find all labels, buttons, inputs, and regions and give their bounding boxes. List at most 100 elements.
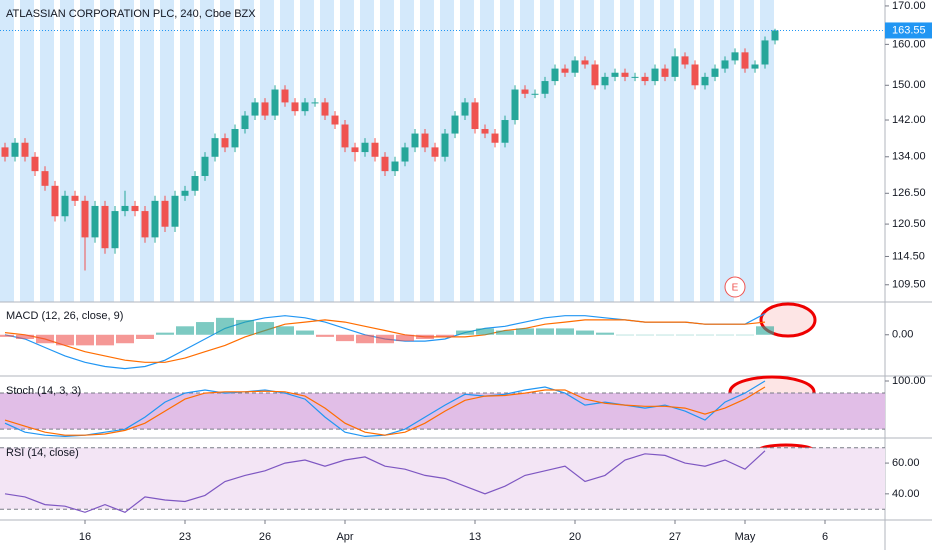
candle-body bbox=[141, 211, 149, 238]
candle-body bbox=[161, 200, 169, 227]
stripe bbox=[160, 0, 174, 302]
histogram-bar bbox=[296, 330, 314, 335]
histogram-bar bbox=[576, 330, 594, 335]
candle-body bbox=[681, 56, 689, 65]
candle-body bbox=[351, 147, 359, 153]
stripe bbox=[140, 0, 154, 302]
band-fill bbox=[0, 393, 885, 430]
stripe bbox=[80, 0, 94, 302]
histogram-bar bbox=[536, 328, 554, 335]
candle-body bbox=[251, 102, 259, 116]
candle-body bbox=[691, 64, 699, 86]
candle-body bbox=[41, 171, 49, 186]
candle-body bbox=[261, 102, 269, 116]
stripe bbox=[280, 0, 294, 302]
candle-body bbox=[91, 205, 99, 238]
candle-body bbox=[451, 115, 459, 134]
y-tick-label: 170.00 bbox=[892, 0, 926, 12]
candle-body bbox=[341, 124, 349, 148]
y-tick-label: 40.00 bbox=[892, 488, 920, 500]
candle-body bbox=[641, 76, 649, 82]
stripe bbox=[460, 0, 474, 302]
annotation-ellipse bbox=[759, 302, 817, 338]
stripe bbox=[740, 0, 754, 302]
histogram-bar bbox=[396, 334, 414, 342]
stripe bbox=[40, 0, 54, 302]
candle-body bbox=[481, 129, 489, 134]
candle-body bbox=[571, 60, 579, 73]
y-tick-label: 120.50 bbox=[892, 218, 926, 230]
stripe bbox=[600, 0, 614, 302]
histogram-bar bbox=[496, 330, 514, 335]
candle-body bbox=[331, 115, 339, 125]
candle-body bbox=[301, 102, 309, 112]
histogram-bar bbox=[276, 326, 294, 335]
candle-body bbox=[281, 89, 289, 103]
candle-body bbox=[231, 129, 239, 148]
histogram-bar bbox=[356, 334, 374, 344]
stripe bbox=[560, 0, 574, 302]
candle-body bbox=[61, 195, 69, 217]
y-tick-label: 0.00 bbox=[892, 329, 913, 341]
candle-body bbox=[431, 147, 439, 157]
histogram-bar bbox=[616, 334, 634, 336]
y-tick-label: 60.00 bbox=[892, 457, 920, 469]
histogram-bar bbox=[16, 334, 34, 339]
histogram-bar bbox=[736, 334, 754, 336]
candle-body bbox=[131, 205, 139, 212]
stripe bbox=[200, 0, 214, 302]
indicator-line bbox=[4, 450, 766, 513]
candle-body bbox=[271, 89, 279, 116]
histogram-bar bbox=[256, 322, 274, 335]
x-tick-label: 26 bbox=[259, 531, 271, 543]
stripe bbox=[240, 0, 254, 302]
candle-body bbox=[221, 138, 229, 148]
candle-body bbox=[501, 120, 509, 143]
histogram-bar bbox=[156, 332, 174, 335]
y-tick-label: 142.00 bbox=[892, 114, 926, 126]
candle-body bbox=[171, 195, 179, 227]
candle-body bbox=[291, 102, 299, 112]
candle-body bbox=[441, 133, 449, 157]
candle-body bbox=[11, 142, 19, 157]
candle-body bbox=[1, 147, 9, 157]
last-price-tag bbox=[885, 22, 932, 39]
candle-body bbox=[241, 115, 249, 130]
candle-body bbox=[521, 89, 529, 94]
pane-title: RSI (14, close) bbox=[6, 447, 79, 459]
y-tick-label: 126.50 bbox=[892, 187, 926, 199]
stripe bbox=[580, 0, 594, 302]
stripe bbox=[220, 0, 234, 302]
stripe bbox=[660, 0, 674, 302]
candle-body bbox=[411, 133, 419, 148]
stripe bbox=[700, 0, 714, 302]
x-tick-label: 16 bbox=[79, 531, 91, 543]
candle-body bbox=[511, 89, 519, 121]
stripe bbox=[260, 0, 274, 302]
histogram-bar bbox=[476, 328, 494, 335]
histogram-bar bbox=[596, 332, 614, 335]
candle-body bbox=[191, 175, 199, 191]
candle-body bbox=[211, 138, 219, 157]
candle-body bbox=[711, 68, 719, 77]
candle-body bbox=[611, 72, 619, 77]
histogram-bar bbox=[316, 334, 334, 337]
x-tick-label: 20 bbox=[569, 531, 581, 543]
stripe bbox=[760, 0, 774, 302]
candle-body bbox=[581, 60, 589, 65]
stripe bbox=[500, 0, 514, 302]
candle-body bbox=[751, 64, 759, 69]
candle-body bbox=[741, 52, 749, 69]
stripe bbox=[60, 0, 74, 302]
candle-body bbox=[551, 68, 559, 82]
candle-body bbox=[591, 64, 599, 86]
histogram-bar bbox=[376, 334, 394, 344]
earnings-label: E bbox=[732, 283, 739, 294]
candle-body bbox=[201, 156, 209, 176]
histogram-bar bbox=[136, 334, 154, 339]
x-tick-label: 23 bbox=[179, 531, 191, 543]
x-tick-label: 13 bbox=[469, 531, 481, 543]
histogram-bar bbox=[636, 334, 654, 336]
candle-body bbox=[21, 142, 29, 157]
